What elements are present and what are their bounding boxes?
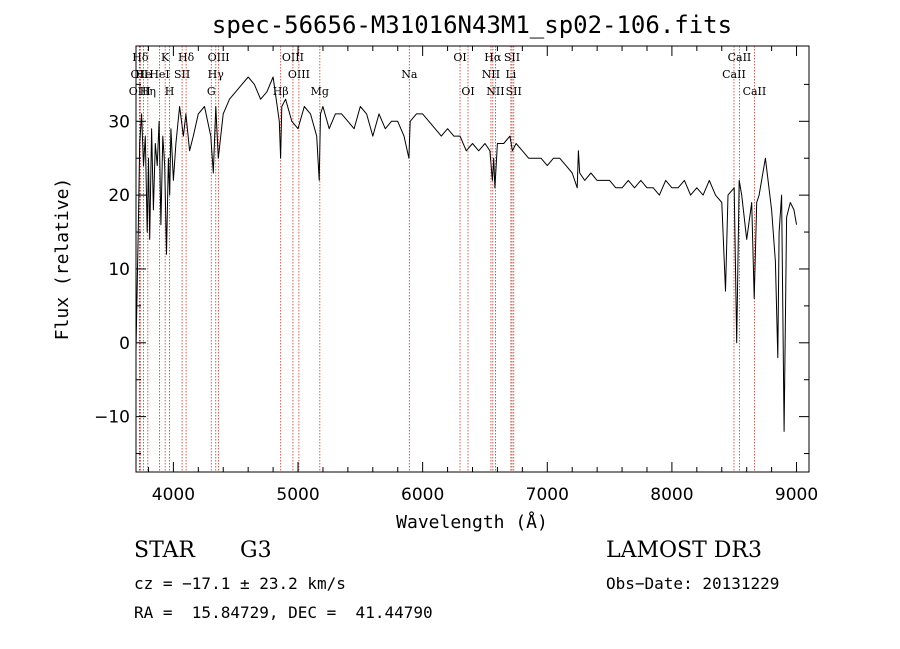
line-label: Hγ — [208, 68, 225, 81]
x-tick-label: 5000 — [276, 485, 319, 505]
line-label: CaII — [728, 51, 752, 64]
plot-frame — [135, 45, 810, 473]
line-label: OIII — [208, 51, 230, 64]
line-label: NII — [482, 68, 500, 81]
line-label: OI — [461, 85, 474, 98]
line-label: CaII — [722, 68, 746, 81]
x-tick-label: 7000 — [526, 485, 569, 505]
line-label: NII — [486, 85, 504, 98]
line-label: HeI — [149, 68, 169, 81]
line-label: OIII — [282, 51, 304, 64]
emission-line-labels: Hδ OII OIII He Hη K H HeI SII Hδ OIII Hγ G OIII OIII Hβ… — [129, 51, 767, 98]
obs-date: Obs−Date: 20131229 — [606, 574, 780, 593]
line-label: SII — [506, 85, 522, 98]
x-tick-label: 9000 — [775, 485, 818, 505]
line-label: Hδ — [178, 51, 195, 64]
y-tick-label: 0 — [119, 334, 130, 354]
y-tick-label: 20 — [108, 186, 130, 206]
y-axis-ticks: −10 0 10 20 30 — [94, 83, 809, 455]
emission-line-markers — [138, 46, 755, 472]
y-tick-label: 10 — [108, 260, 130, 280]
coords-readout: RA = 15.84729, DEC = 41.44790 — [134, 603, 433, 622]
y-tick-label: 30 — [108, 112, 130, 132]
x-tick-label: 8000 — [650, 485, 693, 505]
line-label: Hδ — [132, 51, 149, 64]
line-label: SII — [504, 51, 520, 64]
class-label: STAR — [134, 538, 195, 563]
survey-label: LAMOST DR3 — [606, 538, 762, 563]
spectrum-series — [135, 76, 797, 432]
line-label: K — [161, 51, 170, 64]
line-label: Hη — [140, 85, 156, 98]
line-label: Na — [401, 68, 418, 81]
line-label: Mg — [311, 85, 329, 98]
y-axis-label: Flux (relative) — [52, 178, 73, 341]
x-axis-ticks: 4000 5000 6000 7000 8000 9000 — [147, 46, 818, 505]
spectrum-line — [135, 76, 797, 432]
x-tick-label: 6000 — [401, 485, 444, 505]
x-tick-label: 4000 — [152, 485, 195, 505]
line-label: He — [135, 68, 151, 81]
line-label: CaII — [743, 85, 767, 98]
line-label: SII — [174, 68, 190, 81]
x-axis-label: Wavelength (Å) — [396, 511, 548, 533]
subclass-label: G3 — [240, 538, 272, 563]
chart-title: spec-56656-M31016N43M1_sp02-106.fits — [212, 11, 732, 39]
y-tick-label: −10 — [94, 408, 130, 428]
line-label: OI — [453, 51, 466, 64]
line-label: Li — [505, 68, 516, 81]
line-label: Hα — [484, 51, 502, 64]
line-label: OII — [131, 68, 149, 81]
line-label: G — [207, 85, 216, 98]
cz-readout: cz = −17.1 ± 23.2 km/s — [134, 574, 346, 593]
line-label: OIII — [288, 68, 310, 81]
line-label: H — [165, 85, 175, 98]
line-label: OIII — [129, 85, 151, 98]
line-label: Hβ — [273, 85, 289, 98]
